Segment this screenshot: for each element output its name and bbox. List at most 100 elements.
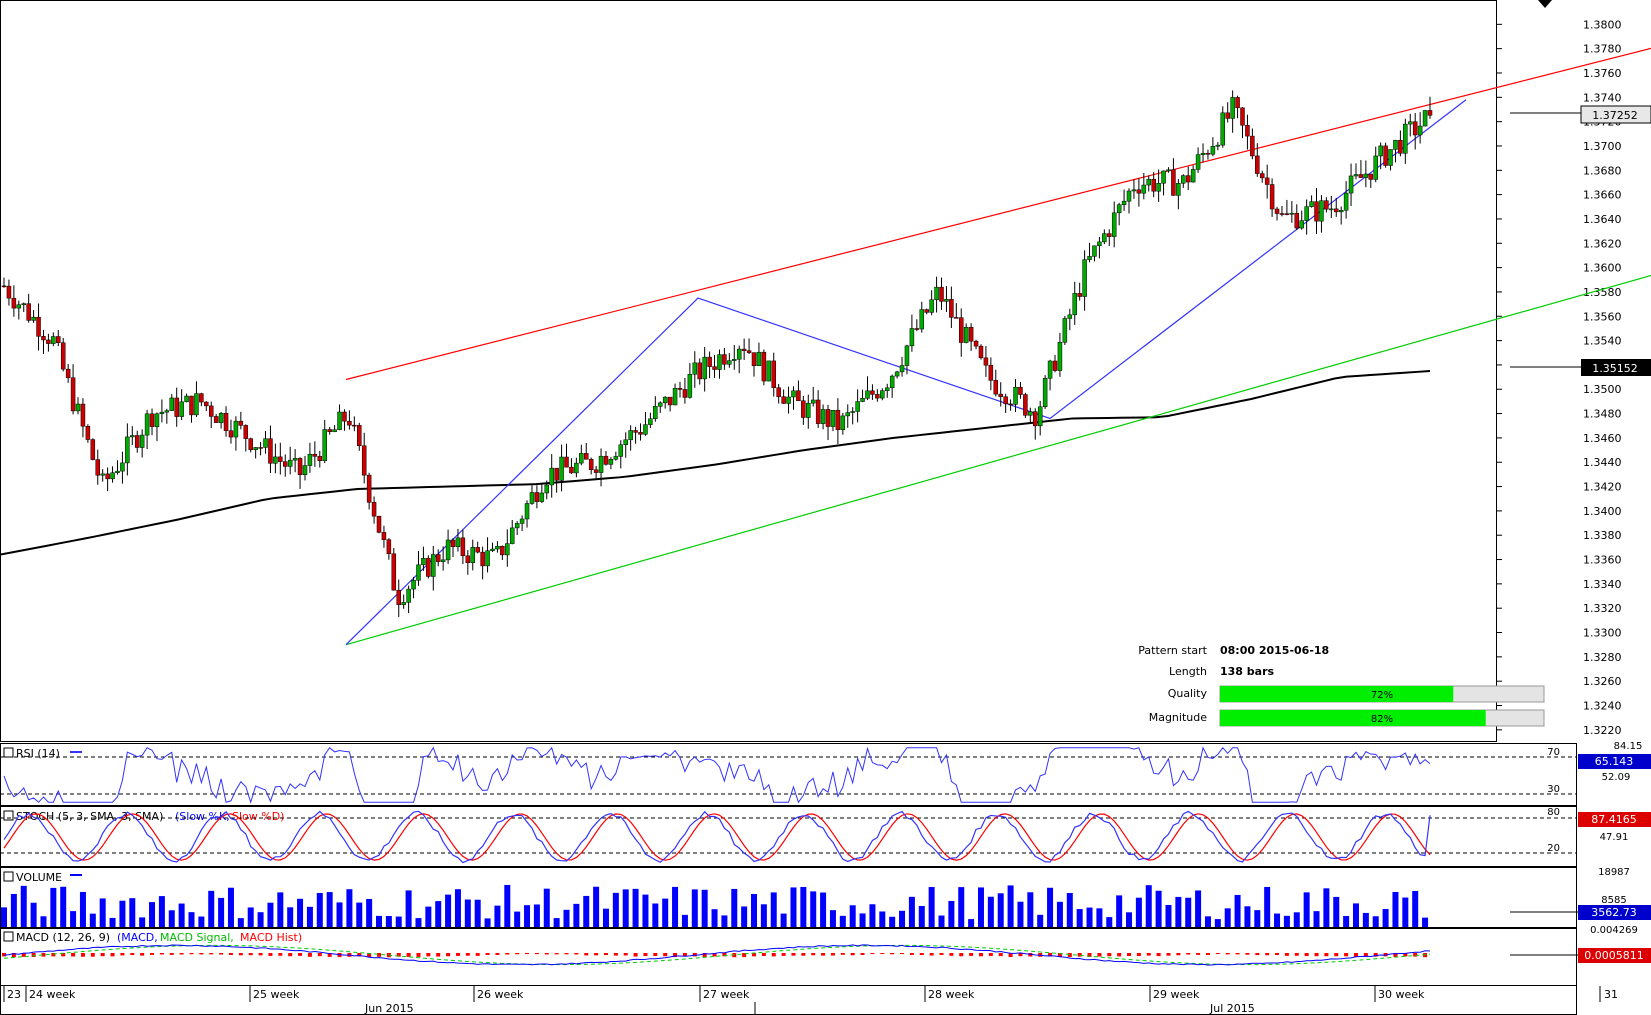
candle-body [707, 356, 712, 367]
candle-body [1314, 201, 1319, 222]
volume-bar [168, 910, 175, 927]
candle-body [431, 554, 436, 577]
candle-body [806, 402, 811, 418]
volume-bar [820, 892, 827, 927]
volume-value-label: 3562.73 [1591, 906, 1637, 919]
candle-body [766, 360, 772, 382]
candle-body [875, 394, 880, 399]
candle-body [677, 387, 683, 390]
volume-bar [30, 902, 37, 927]
macd-hist-bar [1314, 953, 1319, 957]
price-tick-label: 1.3480 [1583, 408, 1622, 421]
candle-body [204, 401, 209, 407]
rsi-tick-30: 30 [1547, 784, 1560, 795]
volume-bar [879, 911, 886, 927]
volume-bar [1027, 892, 1034, 927]
candle-body [199, 393, 204, 403]
candle-body [554, 467, 559, 481]
volume-bar [721, 915, 728, 927]
candle-body [263, 438, 268, 448]
candle-body [100, 473, 105, 476]
macd-hist-bar [771, 953, 776, 957]
macd-hist-bar [969, 953, 974, 956]
volume-bar [1175, 896, 1182, 927]
volume-bar [306, 906, 313, 927]
candle-body [608, 459, 614, 465]
rsi-close-icon[interactable] [3, 747, 14, 758]
month-label: Jul 2015 [1209, 1002, 1255, 1015]
macd-hist-bar [564, 953, 569, 955]
macd-hist-bar [1127, 953, 1132, 957]
macd-hist-bar [623, 953, 628, 956]
collapse-arrow-icon[interactable] [1538, 0, 1552, 8]
candle-body [149, 413, 155, 427]
stoch-tick-80: 80 [1547, 807, 1560, 818]
volume-bar [454, 889, 461, 927]
candle-body [949, 299, 954, 318]
candle-body [287, 459, 293, 467]
macd-hist-bar [41, 953, 46, 957]
volume-bar [731, 888, 738, 927]
candle-body [509, 527, 515, 544]
macd-hist-bar [1215, 953, 1220, 955]
macd-pane: MACD (12, 26, 9) (MACD, MACD Signal, MAC… [0, 925, 1651, 986]
stoch-close-icon[interactable] [3, 810, 14, 821]
volume-bar [691, 889, 698, 927]
volume-bar [1007, 885, 1014, 927]
volume-bar [741, 906, 748, 927]
volume-bar [1392, 891, 1399, 927]
candle-body [1003, 396, 1008, 405]
volume-value-box [1578, 905, 1651, 920]
volume-bar [1185, 897, 1192, 927]
macd-hist-bar [791, 953, 796, 956]
price-tick-label: 1.3760 [1583, 67, 1622, 80]
candle-body [248, 438, 253, 450]
volume-bar [839, 915, 846, 927]
candle-body [968, 327, 974, 342]
rsi-title: RSI (14) [16, 747, 60, 760]
macd-close-icon[interactable] [3, 931, 14, 942]
macd-hist-bar [1304, 953, 1309, 957]
macd-hist-bar [31, 953, 36, 958]
candle-body [963, 327, 969, 343]
candle-body [1013, 386, 1018, 405]
support-line [345, 274, 1651, 646]
pattern-zigzag-line [345, 99, 1467, 646]
volume-bar [899, 910, 906, 927]
macd-hist-bar [603, 953, 608, 956]
candle-body [1225, 112, 1230, 119]
candle-body [1304, 206, 1309, 221]
candle-body [505, 543, 510, 556]
volume-close-icon[interactable] [3, 871, 14, 882]
candle-body [139, 434, 145, 448]
candle-body [880, 390, 885, 399]
macd-hist-bar [594, 953, 599, 956]
volume-bar [50, 887, 57, 927]
volume-bar [445, 894, 452, 927]
volume-bar [129, 898, 136, 927]
volume-bar [889, 916, 896, 927]
candle-body [386, 539, 392, 555]
price-tick-label: 1.3500 [1583, 383, 1622, 396]
candle-body [174, 397, 179, 417]
candle-body [347, 420, 352, 426]
macd-hist-bar [189, 953, 194, 955]
volume-bar [672, 886, 679, 927]
price-tick-label: 1.3380 [1583, 529, 1622, 542]
candle-body [1269, 184, 1275, 210]
macd-value-label: 0.0005811 [1584, 949, 1644, 962]
macd-hist-bar [742, 953, 747, 958]
candle-body [746, 350, 752, 353]
price-tick-label: 1.3340 [1583, 578, 1622, 591]
stoch-k-line [3, 810, 1431, 864]
candle-body [1398, 139, 1403, 154]
price-tick-label: 1.3640 [1583, 213, 1622, 226]
candle-body [633, 430, 638, 433]
candle-body [159, 411, 165, 415]
volume-bar [948, 900, 955, 927]
macd-hist-bar [367, 953, 372, 958]
volume-bar [109, 917, 116, 927]
volume-bar [573, 903, 580, 927]
candle-body [283, 461, 288, 467]
candle-body [435, 554, 441, 562]
